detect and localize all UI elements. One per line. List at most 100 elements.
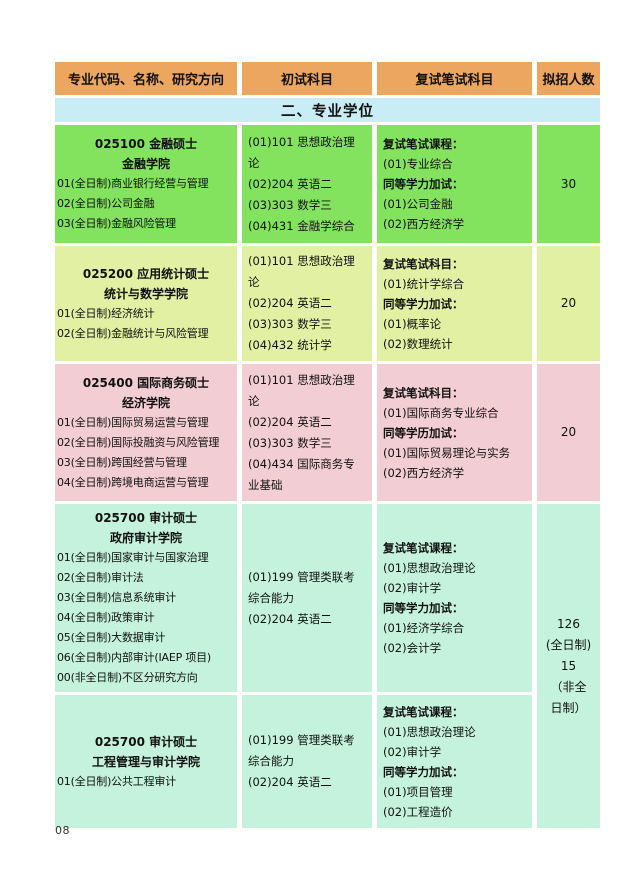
direction-line: 06(全日制)内部审计(IAEP 项目) <box>57 651 212 664</box>
retest-line: (02)审计学 <box>383 581 442 595</box>
direction-line: 03(全日制)金融风险管理 <box>57 217 176 230</box>
table-row: 025100 金融硕士 金融学院 01(全日制)商业银行经营与管理 02(全日制)公司… <box>55 125 600 243</box>
direction-line: 01(全日制)经济统计 <box>57 306 155 320</box>
retest-line: (02)数理统计 <box>383 336 453 351</box>
program-title-line: 统计与数学学院 <box>103 286 188 301</box>
retest-line: 同等学历加试： <box>383 425 464 440</box>
program-title-line: 025700 审计硕士 <box>94 734 198 749</box>
retest-subjects-cell: 复试笔试科目： (01)统计学综合 同等学力加试： (01)概率论 (02)数理统计 <box>377 246 532 361</box>
program-title-line: 025400 国际商务硕士 <box>82 375 210 390</box>
initial-subject-line: (01)199 管理类联考综合能力 <box>248 569 355 605</box>
quota-cell: 30 <box>537 125 600 243</box>
retest-line: 复试笔试科目： <box>383 256 464 271</box>
program-title-line: 工程管理与审计学院 <box>91 754 200 769</box>
retest-subjects-cell: 复试笔试课程： (01)思想政治理论 (02)审计学同等学力加试： (01)项目管理 (… <box>377 695 532 828</box>
initial-subject-line: (02)204 英语二 <box>248 176 332 191</box>
retest-line: (02)工程造价 <box>383 804 453 819</box>
quota-cell: 20 <box>537 364 600 501</box>
retest-line: 复试笔试科目： <box>383 385 464 400</box>
table-row: 025400 国际商务硕士 经济学院 01(全日制)国际贸易运营与管理 02(全日制)… <box>55 364 600 501</box>
quota-line: (全日制) <box>545 637 592 652</box>
initial-subject-line: (01)101 思想政治理论 <box>248 134 355 170</box>
initial-subjects-cell: (01)199 管理类联考综合能力 (02)204 英语二 <box>242 695 372 828</box>
initial-subject-line: (03)303 数学三 <box>248 435 332 450</box>
initial-subject-line: (02)204 英语二 <box>248 296 332 310</box>
retest-line: (02)审计学 <box>383 744 442 759</box>
direction-line: 04(全日制)政策审计 <box>57 611 155 624</box>
direction-line: 02(全日制)国际投融资与风险管理 <box>57 435 220 449</box>
program-title-line: 025700 审计硕士 <box>94 511 198 525</box>
retest-line: (01)思想政治理论 <box>383 561 476 575</box>
column-header-retest-subjects: 复试笔试科目 <box>377 62 532 95</box>
initial-subject-line: (03)303 数学三 <box>248 197 332 212</box>
column-header-quota: 拟招人数 <box>537 62 600 95</box>
initial-subject-line: (02)204 英语二 <box>248 611 332 626</box>
program-cell: 025700 审计硕士 政府审计学院 01(全日制)国家审计与国家治理 02(全日制)… <box>55 504 237 692</box>
retest-subjects-cell: 复试笔试课程： (01)专业综合 同等学力加试： (01)公司金融 (02)西方经济学 <box>377 125 532 243</box>
program-cell: 025400 国际商务硕士 经济学院 01(全日制)国际贸易运营与管理 02(全日制)… <box>55 364 237 501</box>
initial-subject-line: (04)434 国际商务专业基础 <box>248 456 355 492</box>
direction-line: 01(全日制)商业银行经营与管理 <box>57 177 209 190</box>
direction-line: 03(全日制)跨国经营与管理 <box>57 455 187 469</box>
retest-line: (01)项目管理 <box>383 784 453 799</box>
quota-line: 126 <box>557 616 580 631</box>
section-row: 二、专业学位 <box>55 98 600 122</box>
retest-line: (01)思想政治理论 <box>383 724 476 739</box>
retest-line: 同等学力加试： <box>383 177 464 191</box>
page-number: 08 <box>55 824 70 837</box>
table-row: 025700 审计硕士 工程管理与审计学院 01(全日制)公共工程审计 (01)199… <box>55 695 600 828</box>
retest-line: 同等学力加试： <box>383 296 464 311</box>
quota-line: 日制） <box>550 700 587 715</box>
admission-table: 专业代码、名称、研究方向 初试科目 复试笔试科目 拟招人数 二、专业学位 025… <box>50 59 605 831</box>
retest-line: 复试笔试课程： <box>383 704 464 719</box>
program-title-line: 经济学院 <box>121 395 170 410</box>
program-cell: 025100 金融硕士 金融学院 01(全日制)商业银行经营与管理 02(全日制)公司… <box>55 125 237 243</box>
initial-subjects-cell: (01)101 思想政治理论 (02)204 英语二 (03)303 数学三 (04)… <box>242 364 372 501</box>
quota-cell: 126 (全日制) 15 （非全 日制） <box>537 504 600 828</box>
direction-line: 03(全日制)信息系统审计 <box>57 591 176 604</box>
initial-subjects-cell: (01)101 思想政治理论 (02)204 英语二 (03)303 数学三 (04)… <box>242 125 372 243</box>
initial-subjects-cell: (01)199 管理类联考综合能力 (02)204 英语二 <box>242 504 372 692</box>
direction-line: 04(全日制)跨境电商运营与管理 <box>57 475 209 489</box>
column-header-initial-subjects: 初试科目 <box>242 62 372 95</box>
direction-line: 02(全日制)金融统计与风险管理 <box>57 326 209 340</box>
table-row: 025200 应用统计硕士 统计与数学学院 01(全日制)经济统计 02(全日制)金融… <box>55 246 600 361</box>
section-title: 二、专业学位 <box>55 98 600 122</box>
retest-line: (01)专业综合 <box>383 157 453 171</box>
initial-subject-line: (02)204 英语二 <box>248 414 332 429</box>
quota-line: 20 <box>560 296 577 310</box>
program-title-line: 政府审计学院 <box>109 531 182 545</box>
quota-line: 30 <box>560 176 577 191</box>
direction-line: 05(全日制)大数据审计 <box>57 631 166 644</box>
retest-line: (01)经济学综合 <box>383 621 465 635</box>
retest-line: (01)国际贸易理论与实务 <box>383 445 511 460</box>
initial-subject-line: (04)432 统计学 <box>248 338 332 352</box>
program-cell: 025700 审计硕士 工程管理与审计学院 01(全日制)公共工程审计 <box>55 695 237 828</box>
program-title-line: 金融学院 <box>121 157 170 171</box>
initial-subject-line: (01)101 思想政治理论 <box>248 372 355 408</box>
initial-subject-line: (01)101 思想政治理论 <box>248 254 355 289</box>
direction-line: 02(全日制)审计法 <box>57 571 144 584</box>
initial-subjects-cell: (01)101 思想政治理论 (02)204 英语二 (03)303 数学三 (04)… <box>242 246 372 361</box>
retest-line: (02)会计学 <box>383 641 442 655</box>
initial-subject-line: (04)431 金融学综合 <box>248 218 355 233</box>
quota-line: （非全 <box>550 679 587 694</box>
retest-line: (01)概率论 <box>383 316 442 331</box>
quota-cell: 20 <box>537 246 600 361</box>
table-row: 025700 审计硕士 政府审计学院 01(全日制)国家审计与国家治理 02(全日制)… <box>55 504 600 828</box>
retest-subjects-cell: 复试笔试科目： (01)国际商务专业综合 同等学历加试： (01)国际贸易理论与实务 (… <box>377 364 532 501</box>
retest-line: 同等学力加试： <box>383 764 464 779</box>
initial-subject-line: (02)204 英语二 <box>248 775 332 789</box>
retest-line: 复试笔试课程： <box>383 137 464 151</box>
program-title-line: 025100 金融硕士 <box>94 137 198 151</box>
retest-line: (01)公司金融 <box>383 197 453 211</box>
header-row: 专业代码、名称、研究方向 初试科目 复试笔试科目 拟招人数 <box>55 62 600 95</box>
direction-line: 01(全日制)国家审计与国家治理 <box>57 551 209 564</box>
retest-line: (02)西方经济学 <box>383 217 465 231</box>
retest-line: (01)统计学综合 <box>383 276 465 291</box>
retest-subjects-cell: 复试笔试课程： (01)思想政治理论 (02)审计学 同等学力加试： (01)经济学综合… <box>377 504 532 692</box>
direction-line: 00(非全日制)不区分研究方向 <box>57 671 198 684</box>
retest-line: 复试笔试课程： <box>383 541 464 555</box>
retest-line: (02)西方经济学 <box>383 465 465 480</box>
